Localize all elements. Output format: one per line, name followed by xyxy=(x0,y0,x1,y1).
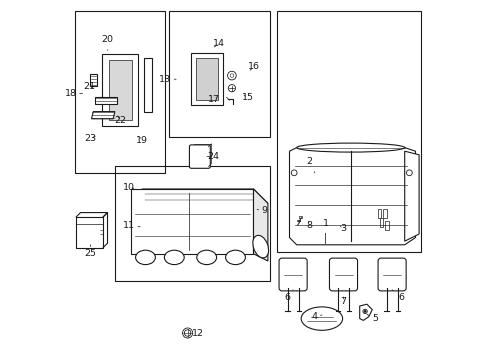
FancyBboxPatch shape xyxy=(279,258,306,291)
Polygon shape xyxy=(359,304,371,320)
Polygon shape xyxy=(90,74,97,86)
Polygon shape xyxy=(142,189,267,203)
Text: 12: 12 xyxy=(188,328,203,338)
Polygon shape xyxy=(377,209,381,218)
Ellipse shape xyxy=(252,235,268,258)
Circle shape xyxy=(362,309,366,314)
Polygon shape xyxy=(379,218,382,227)
Circle shape xyxy=(291,170,296,176)
FancyBboxPatch shape xyxy=(329,258,357,291)
Text: 10: 10 xyxy=(123,183,135,192)
Polygon shape xyxy=(195,58,218,100)
Text: 9: 9 xyxy=(257,206,267,215)
Ellipse shape xyxy=(164,250,184,265)
Text: 5: 5 xyxy=(366,314,377,323)
Polygon shape xyxy=(108,60,132,120)
Text: 3: 3 xyxy=(340,224,346,233)
Text: 16: 16 xyxy=(248,62,260,71)
Polygon shape xyxy=(253,189,267,261)
Text: 17: 17 xyxy=(207,94,220,104)
Text: 19: 19 xyxy=(136,136,147,145)
Polygon shape xyxy=(95,97,117,104)
Polygon shape xyxy=(296,220,300,221)
Ellipse shape xyxy=(135,250,155,265)
Circle shape xyxy=(184,330,190,336)
Text: 24: 24 xyxy=(206,152,218,161)
Polygon shape xyxy=(91,112,115,119)
Text: 21: 21 xyxy=(83,82,95,91)
Polygon shape xyxy=(404,151,418,241)
Circle shape xyxy=(363,310,366,312)
Ellipse shape xyxy=(296,143,404,152)
FancyBboxPatch shape xyxy=(189,145,210,168)
Polygon shape xyxy=(190,53,223,105)
Polygon shape xyxy=(76,217,103,248)
Text: 23: 23 xyxy=(84,134,96,143)
FancyBboxPatch shape xyxy=(377,258,406,291)
Polygon shape xyxy=(143,58,151,112)
Polygon shape xyxy=(382,209,386,218)
Ellipse shape xyxy=(225,250,245,265)
Text: 6: 6 xyxy=(284,290,292,302)
Text: 22: 22 xyxy=(114,116,126,125)
Text: 2: 2 xyxy=(305,157,314,173)
Polygon shape xyxy=(131,189,253,254)
Circle shape xyxy=(228,85,235,92)
Text: 18: 18 xyxy=(65,89,82,98)
Text: 4: 4 xyxy=(311,312,321,321)
Circle shape xyxy=(182,328,192,338)
Polygon shape xyxy=(298,216,302,218)
Polygon shape xyxy=(289,148,415,245)
Text: 8: 8 xyxy=(305,220,312,230)
Circle shape xyxy=(227,71,236,80)
Text: 25: 25 xyxy=(84,245,96,258)
Ellipse shape xyxy=(301,307,342,330)
Text: 6: 6 xyxy=(391,290,403,302)
Circle shape xyxy=(406,170,411,176)
Polygon shape xyxy=(102,54,138,126)
Text: 15: 15 xyxy=(242,93,254,102)
Text: 11: 11 xyxy=(123,220,140,230)
Ellipse shape xyxy=(196,250,216,265)
Circle shape xyxy=(230,74,233,77)
Text: 20: 20 xyxy=(102,35,114,50)
Text: 7: 7 xyxy=(340,297,346,306)
Text: 14: 14 xyxy=(213,39,225,48)
Text: 13: 13 xyxy=(159,75,176,84)
Text: 1: 1 xyxy=(322,219,328,244)
Polygon shape xyxy=(384,221,387,230)
